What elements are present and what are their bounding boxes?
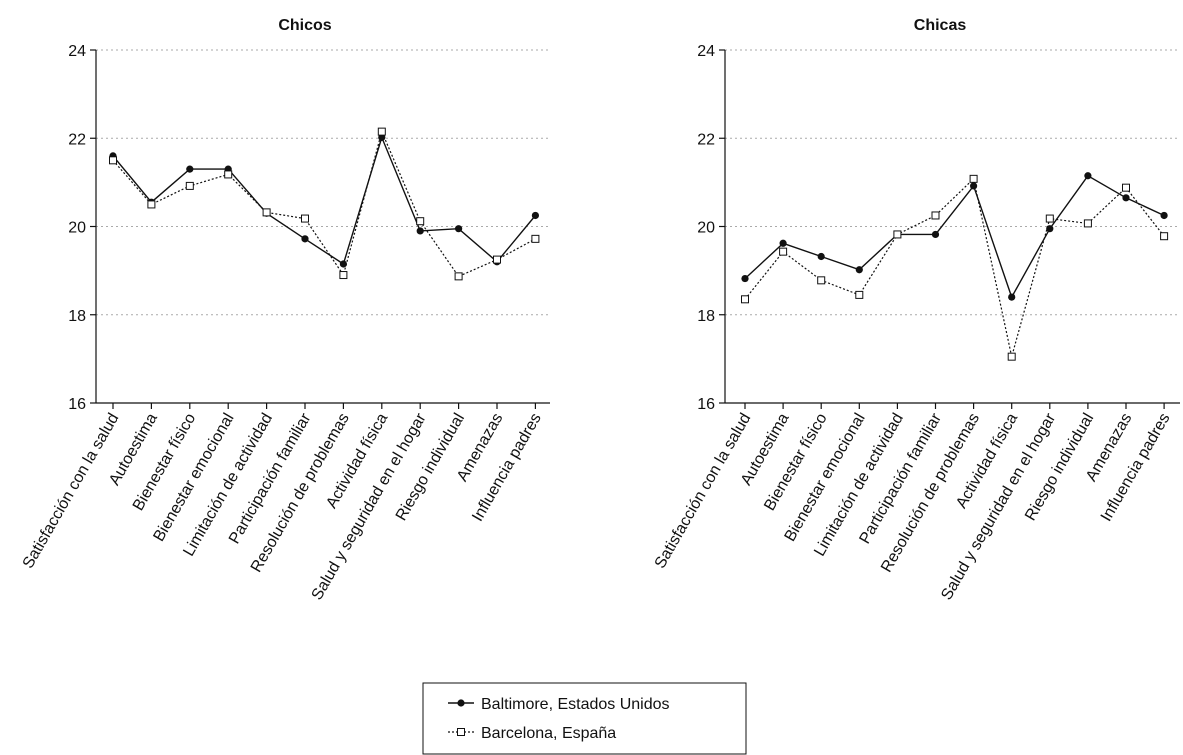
y-tick-label: 24 [697,43,715,60]
point-barcelona [147,200,156,209]
point-barcelona [454,272,463,281]
point-barcelona [931,211,940,220]
x-tick-label: Satisfacción con la salud [652,411,755,572]
point-barcelona [779,247,788,256]
y-tick-label: 16 [68,396,86,413]
point-barcelona [185,181,194,190]
legend-label-barcelona: Barcelona, España [481,725,616,742]
point-baltimore [531,211,540,220]
point-baltimore [416,227,424,235]
y-tick-label: 22 [697,131,715,148]
point-barcelona [1160,232,1169,241]
point-barcelona [969,174,978,183]
point-baltimore [339,260,347,268]
point-barcelona [301,214,309,223]
point-barcelona [741,295,749,304]
chart-title: Chicas [914,17,967,34]
point-barcelona [493,255,501,264]
series-line-baltimore [744,174,1165,299]
y-tick-label: 18 [68,308,86,325]
series-line-barcelona [744,177,1165,357]
point-barcelona [817,276,826,285]
x-tick-label: Influencia padres [1098,411,1174,525]
point-barcelona [893,230,902,239]
point-baltimore [855,266,863,274]
point-baltimore [779,239,787,247]
point-barcelona [1045,214,1054,223]
legend-box [422,682,747,755]
x-tick-label: Riesgo individual [1022,411,1097,524]
point-baltimore [931,230,940,239]
point-barcelona [1122,183,1130,192]
point-barcelona [1007,352,1016,361]
point-baltimore [817,252,825,261]
chart-title: Chicos [278,17,331,34]
y-tick-label: 24 [68,43,86,60]
legend-label-baltimore: Baltimore, Estados Unidos [481,696,670,713]
y-tick-label: 20 [697,220,715,237]
point-baltimore [970,182,978,190]
point-baltimore [1122,194,1130,202]
y-tick-label: 16 [697,396,715,413]
legend-item-baltimore: Baltimore, Estados Unidos [448,696,670,713]
point-baltimore [186,165,194,173]
legend-marker-baltimore [457,699,465,707]
point-baltimore [1084,172,1092,180]
legend-marker-barcelona [457,728,465,736]
point-baltimore [301,235,309,243]
legend: Baltimore, Estados Unidos Barcelona, Esp… [422,682,747,755]
point-barcelona [531,234,540,243]
point-barcelona [1083,219,1092,228]
chart-panel-chicos: Chicos 16 18 20 22 24 Satisfacción con la salu… [20,17,550,603]
series-line-baltimore [112,135,536,266]
point-barcelona [109,156,117,165]
point-baltimore [455,225,463,233]
point-barcelona [416,217,425,226]
point-baltimore [1160,211,1168,220]
y-tick-label: 20 [68,220,86,237]
point-barcelona [377,127,386,136]
x-tick-label: Satisfacción con la salud [20,411,123,572]
y-tick-label: 18 [697,308,715,325]
point-barcelona [262,208,271,217]
chart-panel-chicas: Chicas 16 18 20 22 24 Satisfacción con la salu… [652,17,1180,603]
point-barcelona [855,290,864,299]
x-tick-label: Influencia padres [469,411,545,525]
y-tick-label: 22 [68,131,86,148]
point-baltimore [741,274,749,283]
series-line-barcelona [112,129,536,278]
point-barcelona [339,271,348,280]
point-baltimore [1008,293,1016,301]
point-barcelona [224,170,233,179]
legend-item-barcelona: Barcelona, España [448,725,616,742]
